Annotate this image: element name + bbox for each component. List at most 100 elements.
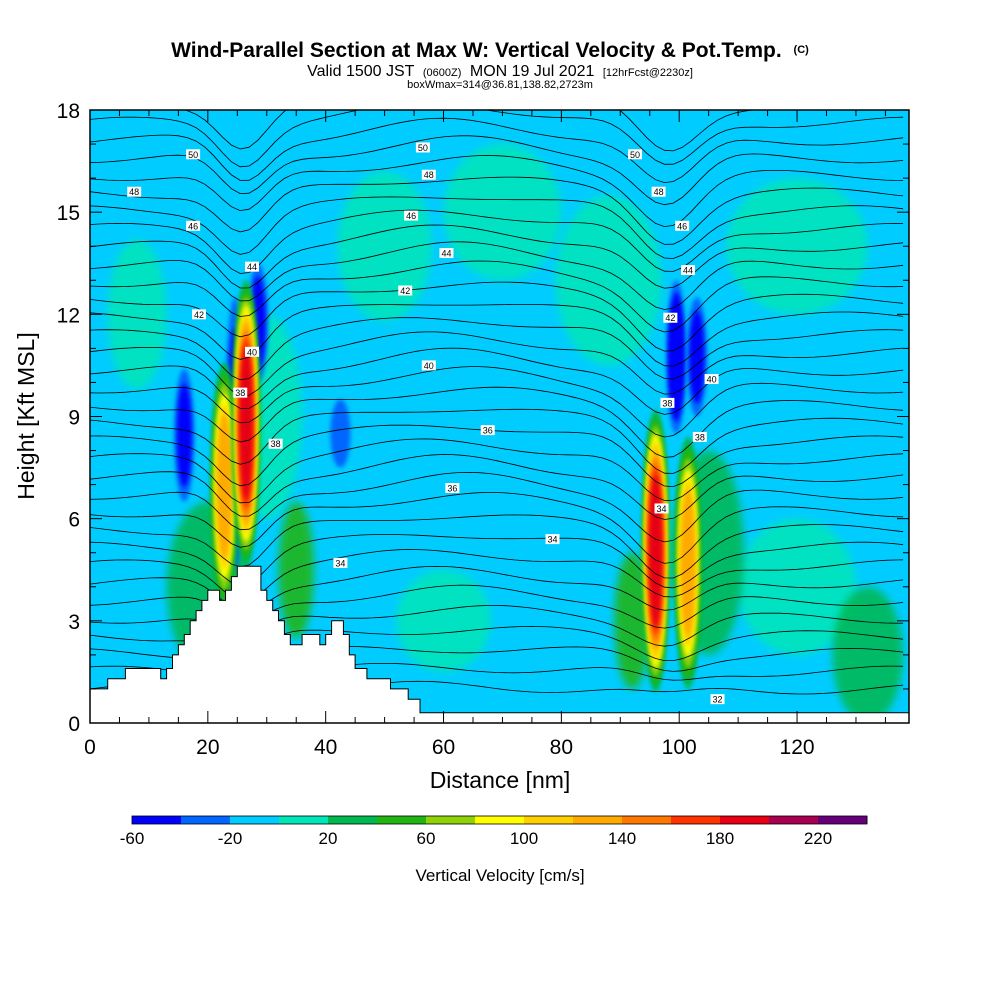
theta-contour bbox=[183, 110, 757, 152]
contour-label: 44 bbox=[439, 248, 454, 259]
theta-contour bbox=[90, 155, 904, 228]
theta-contour bbox=[90, 117, 904, 184]
contour-label: 50 bbox=[628, 149, 643, 160]
contour-labels: 50 50 50 48 48 48 46 46 46 44 44 44 42 42 42 40 40 40 38 38… bbox=[127, 142, 725, 705]
svg-text:48: 48 bbox=[654, 187, 664, 197]
colorbar-tick-label: 220 bbox=[804, 829, 832, 848]
svg-text:40: 40 bbox=[424, 361, 434, 371]
contour-label: 40 bbox=[245, 346, 260, 357]
colorbar-tick-label: 180 bbox=[706, 829, 734, 848]
x-tick-label: 80 bbox=[550, 736, 573, 759]
contour-label: 48 bbox=[127, 186, 142, 197]
contour-label: 48 bbox=[421, 169, 436, 180]
colorbar-swatch bbox=[328, 816, 378, 824]
theta-contour bbox=[90, 424, 904, 488]
theta-contour bbox=[90, 438, 904, 504]
downdraft-core bbox=[330, 399, 351, 468]
svg-text:48: 48 bbox=[129, 187, 139, 197]
colorbar-tick-label: -60 bbox=[120, 829, 145, 848]
contour-label: 46 bbox=[675, 220, 690, 231]
updraft-core bbox=[681, 490, 696, 636]
contour-label: 50 bbox=[186, 149, 201, 160]
svg-text:48: 48 bbox=[424, 170, 434, 180]
svg-text:34: 34 bbox=[335, 558, 345, 568]
weak-updraft-patch bbox=[555, 195, 662, 366]
theta-contour bbox=[90, 304, 904, 367]
theta-contour bbox=[90, 514, 904, 579]
y-tick-label: 6 bbox=[68, 509, 80, 532]
contour-label: 36 bbox=[480, 425, 495, 436]
svg-text:36: 36 bbox=[483, 426, 493, 436]
colorbar-tick-label: 60 bbox=[417, 829, 436, 848]
svg-text:38: 38 bbox=[695, 432, 705, 442]
theta-contour bbox=[90, 196, 904, 259]
x-tick-label: 100 bbox=[662, 736, 697, 759]
downdraft-core bbox=[176, 383, 192, 488]
contour-label: 42 bbox=[192, 309, 207, 320]
contour-label: 38 bbox=[233, 387, 248, 398]
svg-text:46: 46 bbox=[406, 211, 416, 221]
svg-text:44: 44 bbox=[441, 249, 451, 259]
updraft-core bbox=[217, 414, 232, 559]
svg-text:38: 38 bbox=[271, 439, 281, 449]
weak-updraft-patch bbox=[396, 569, 491, 672]
svg-text:46: 46 bbox=[188, 221, 198, 231]
colorbar-swatch bbox=[720, 816, 770, 824]
theta-contour bbox=[90, 260, 904, 333]
svg-text:38: 38 bbox=[235, 388, 245, 398]
contour-label: 44 bbox=[245, 261, 260, 272]
y-tick-label: 0 bbox=[68, 713, 80, 736]
chart-subtitle-box: boxWmax=314@36.81,138.82,2723m bbox=[407, 79, 593, 91]
theta-contour bbox=[90, 534, 904, 589]
contour-label: 34 bbox=[654, 503, 669, 514]
theta-contour bbox=[90, 366, 904, 438]
x-axis-label: Distance [nm] bbox=[430, 767, 571, 793]
colorbar-swatch bbox=[671, 816, 721, 824]
theta-contour bbox=[90, 135, 904, 206]
theta-contour bbox=[90, 471, 904, 543]
theta-contour bbox=[90, 110, 904, 168]
theta-contour bbox=[90, 386, 904, 458]
colorbar-swatch bbox=[622, 816, 672, 824]
colorbar-swatch bbox=[132, 816, 182, 824]
y-tick-label: 3 bbox=[68, 611, 80, 634]
theta-contour bbox=[90, 209, 904, 274]
theta-contour bbox=[90, 347, 904, 415]
colorbar-swatch bbox=[181, 816, 231, 824]
contour-label: 50 bbox=[415, 142, 430, 153]
y-tick-label: 18 bbox=[57, 100, 80, 123]
colorbar-tick-label: 140 bbox=[608, 829, 636, 848]
contour-label: 40 bbox=[421, 360, 436, 371]
theta-contour bbox=[90, 241, 904, 310]
chart-subtitle: Valid 1500 JST (0600Z) MON 19 Jul 2021 [… bbox=[307, 63, 693, 80]
updraft-core bbox=[649, 475, 662, 627]
contour-label: 32 bbox=[710, 694, 725, 705]
x-tick-label: 0 bbox=[84, 736, 96, 759]
weak-updraft-patch bbox=[832, 586, 904, 723]
svg-text:44: 44 bbox=[683, 266, 693, 276]
svg-text:38: 38 bbox=[662, 398, 672, 408]
contour-label: 40 bbox=[704, 374, 719, 385]
y-tick-label: 12 bbox=[57, 304, 80, 327]
theta-contour bbox=[90, 176, 904, 245]
theta-contour bbox=[90, 492, 904, 564]
colorbar-swatch bbox=[769, 816, 819, 824]
contour-label: 34 bbox=[545, 534, 560, 545]
colorbar-tick-label: 20 bbox=[319, 829, 338, 848]
weak-updraft-patch bbox=[726, 178, 868, 315]
contour-label: 34 bbox=[333, 557, 348, 568]
svg-text:32: 32 bbox=[712, 695, 722, 705]
colorbar-swatch bbox=[475, 816, 525, 824]
colorbar-swatch bbox=[426, 816, 476, 824]
contour-label: 38 bbox=[268, 438, 283, 449]
svg-text:34: 34 bbox=[548, 535, 558, 545]
vertical-velocity-field bbox=[107, 144, 904, 723]
colorbar-swatch bbox=[524, 816, 574, 824]
svg-text:46: 46 bbox=[677, 221, 687, 231]
contour-label: 46 bbox=[186, 220, 201, 231]
colorbar-swatch bbox=[377, 816, 427, 824]
weak-updraft-patch bbox=[278, 501, 314, 638]
x-tick-label: 60 bbox=[432, 736, 455, 759]
colorbar-swatch bbox=[230, 816, 280, 824]
